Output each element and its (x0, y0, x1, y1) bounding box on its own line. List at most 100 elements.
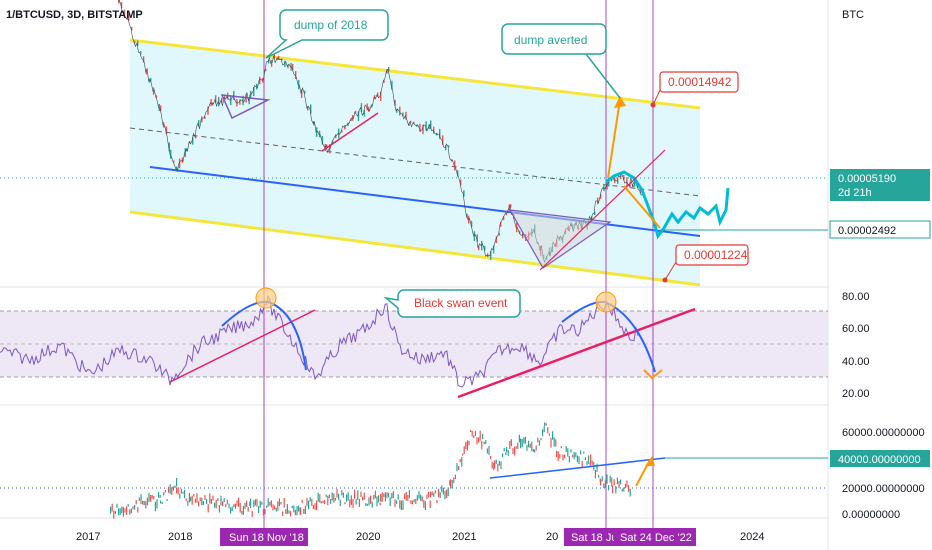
volume-bar (439, 492, 441, 498)
volume-bar (568, 456, 570, 463)
annotation-dump-2018-text: dump of 2018 (294, 18, 368, 32)
volume-bar (311, 498, 313, 506)
volume-bar (396, 500, 398, 504)
volume-bar (275, 507, 277, 512)
volume-bar (306, 497, 308, 507)
volume-bar (376, 496, 378, 507)
price-candle (250, 90, 252, 99)
volume-bar (400, 500, 402, 510)
volume-bar (349, 499, 351, 508)
price-candle (338, 128, 340, 139)
volume-bar (362, 496, 364, 501)
volume-bar (342, 492, 344, 498)
volume-bar (526, 444, 528, 451)
volume-bar (559, 454, 561, 459)
volume-bar (497, 463, 499, 472)
volume-bar (609, 475, 611, 483)
price-candle (632, 184, 634, 188)
volume-tick-60000: 60000.00000000 (842, 427, 925, 439)
price-candle (473, 231, 476, 241)
price-candle (230, 95, 232, 105)
price-candle (301, 89, 303, 98)
price-candle (118, 0, 120, 4)
price-candle (152, 87, 155, 95)
volume-bar (215, 499, 217, 509)
volume-bar (621, 488, 623, 492)
price-candle (218, 97, 220, 107)
volume-bar (194, 498, 196, 503)
volume-bar (381, 492, 383, 502)
price-candle (176, 166, 178, 172)
volume-bar (249, 501, 251, 506)
volume-bar (564, 454, 566, 459)
volume-bar (517, 442, 519, 449)
volume-bar (418, 491, 420, 499)
volume-bar (451, 480, 453, 489)
volume-bar (520, 438, 522, 449)
price-candle (510, 204, 512, 208)
volume-bar (583, 451, 585, 454)
price-candle (150, 77, 152, 82)
volume-bar (154, 501, 156, 512)
volume-bar (436, 500, 438, 504)
volume-bar (389, 497, 391, 506)
price-candle (608, 180, 610, 187)
volume-bar (159, 495, 161, 498)
volume-bar (172, 486, 174, 491)
volume-bar (138, 497, 140, 501)
volume-bar (225, 504, 227, 508)
volume-bar (116, 503, 118, 508)
volume-bar (110, 506, 112, 514)
price-candle (405, 111, 407, 120)
volume-level-badge-value: 40000.00000000 (838, 454, 921, 466)
volume-bar (567, 448, 569, 457)
volume-bar (320, 501, 322, 504)
volume-bar (433, 492, 435, 497)
channel-lower-line (129, 210, 701, 287)
price-candle (495, 236, 498, 244)
volume-bar (319, 494, 321, 503)
volume-bar (534, 449, 536, 453)
price-candle (142, 56, 145, 63)
volume-bar (166, 499, 168, 502)
volume-bar (334, 497, 336, 501)
volume-bar (114, 511, 116, 514)
price-candle (442, 135, 444, 145)
volume-bar (547, 427, 549, 434)
volume-bar (151, 494, 153, 499)
volume-bar (177, 487, 179, 495)
volume-bar (548, 433, 550, 436)
volume-bar (199, 497, 201, 501)
price-candle (181, 157, 184, 163)
volume-bar (612, 485, 614, 494)
price-candle (273, 53, 276, 59)
volume-bar (615, 486, 617, 494)
volume-bar (212, 495, 214, 501)
price-candle (324, 144, 326, 151)
volume-bar (399, 499, 401, 509)
price-candle (120, 2, 123, 9)
volume-bar (408, 489, 410, 499)
volume-bar (182, 491, 184, 494)
volume-bar (209, 493, 211, 504)
price-candle (380, 91, 382, 101)
price-label-upper-text: 0.00014942 (668, 75, 732, 89)
support-level-badge (829, 220, 931, 239)
volume-bar (217, 498, 219, 501)
rsi-tick-40: 40.00 (842, 356, 870, 368)
price-candle (224, 96, 226, 99)
volume-bar (483, 441, 485, 445)
volume-bar (608, 485, 610, 491)
volume-bar (575, 452, 577, 458)
volume-bar (465, 442, 467, 449)
volume-bar (174, 485, 176, 488)
volume-bar (254, 499, 256, 506)
volume-bar (429, 500, 431, 508)
volume-bar (538, 440, 540, 446)
volume-bar (300, 507, 302, 516)
volume-bar (573, 452, 575, 460)
price-candle (386, 69, 388, 74)
volume-bar (540, 438, 542, 441)
volume-bar (543, 426, 545, 433)
